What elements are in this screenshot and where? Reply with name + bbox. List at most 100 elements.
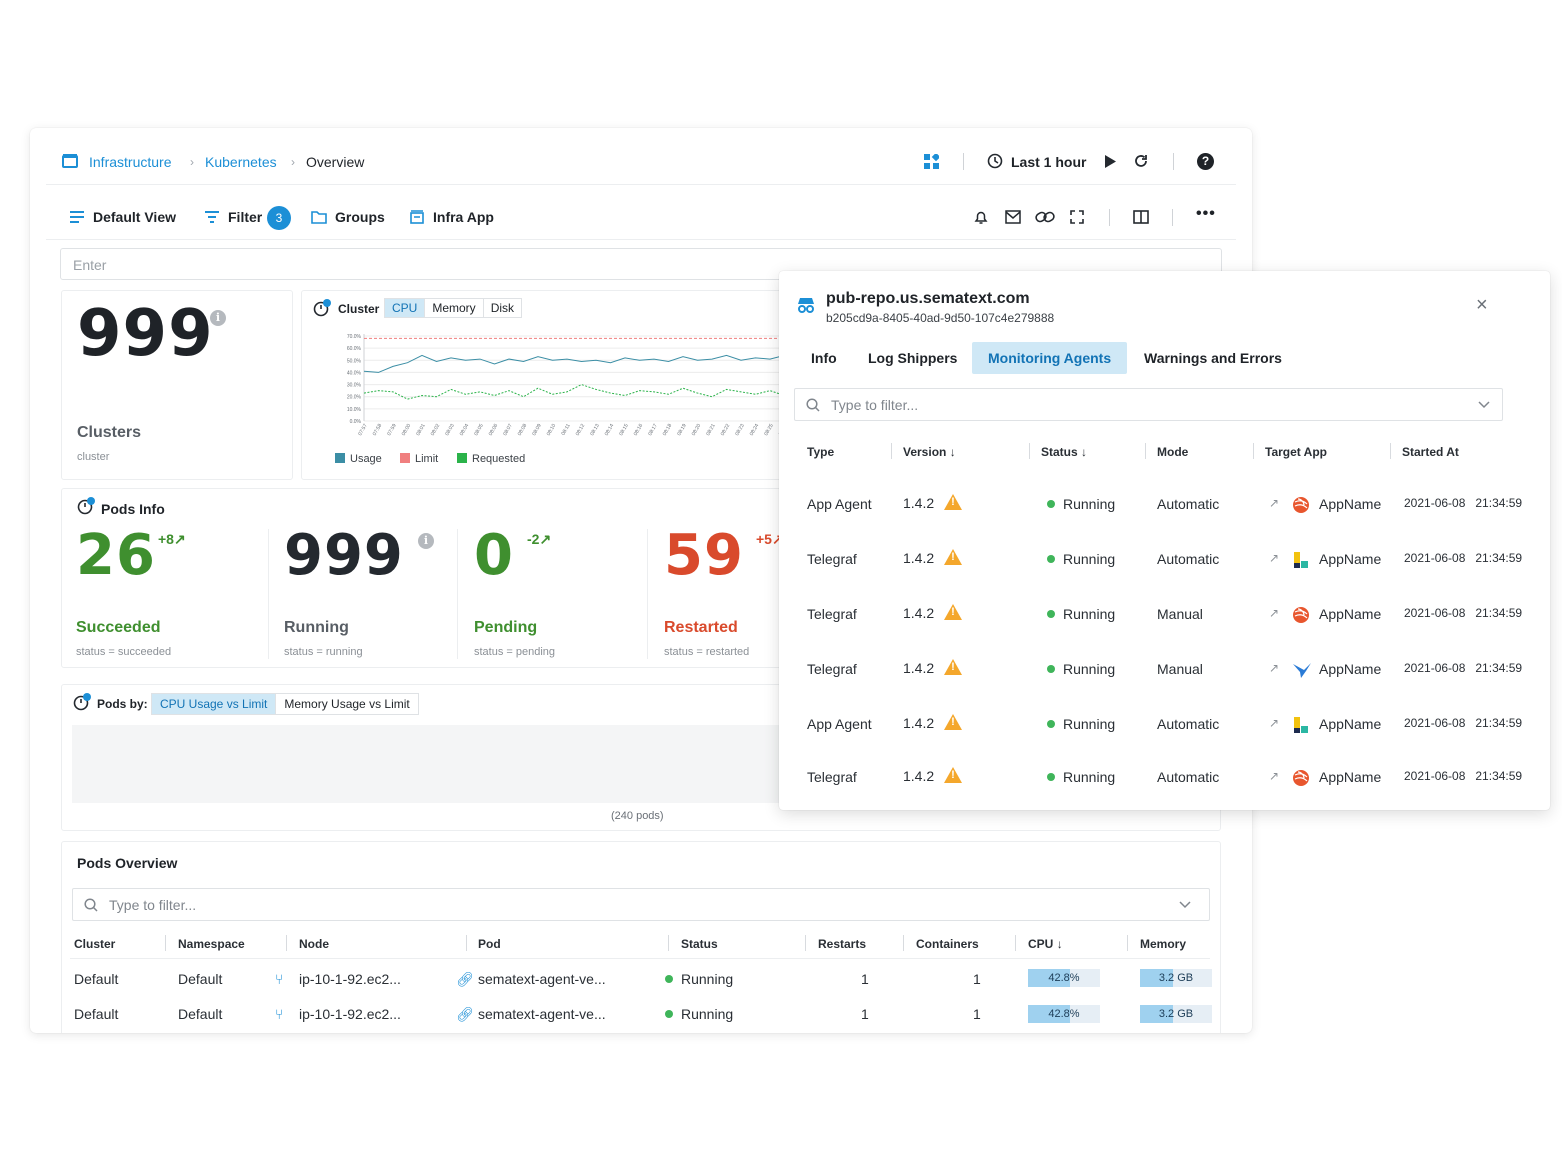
col-namespace[interactable]: Namespace — [178, 937, 245, 951]
x-tick-label: 08:15 — [618, 423, 630, 437]
default-view-button[interactable]: Default View — [93, 209, 176, 225]
tab-cpu-usage[interactable]: CPU Usage vs Limit — [152, 694, 276, 714]
col-node[interactable]: Node — [299, 937, 329, 951]
cell-target-app[interactable]: AppName — [1319, 551, 1382, 567]
cell-node[interactable]: ip-10-1-92.ec2... — [299, 971, 401, 987]
tab-info[interactable]: Info — [811, 350, 837, 366]
pod-link-icon: 🔗︎ — [456, 971, 474, 987]
x-tick-label: 08:08 — [517, 423, 529, 437]
tab-memory-usage[interactable]: Memory Usage vs Limit — [275, 694, 417, 714]
cell-pod[interactable]: sematext-agent-ve... — [478, 971, 606, 987]
cell-namespace: Default — [178, 1006, 223, 1022]
infra-app-button[interactable]: Infra App — [433, 209, 494, 225]
search-input[interactable]: Enter — [60, 248, 1222, 280]
cell-target-app[interactable]: AppName — [1319, 716, 1382, 732]
cell-target-app[interactable]: AppName — [1319, 606, 1382, 622]
pending-count: 0 — [474, 523, 514, 588]
col-containers[interactable]: Containers — [916, 937, 979, 951]
cell-target-app[interactable]: AppName — [1319, 661, 1382, 677]
external-link-icon[interactable]: ↗ — [1269, 496, 1280, 510]
status-dot — [665, 975, 673, 983]
cell-cluster: Default — [74, 1006, 119, 1022]
cell-type: Telegraf — [807, 606, 857, 622]
cell-target-app[interactable]: AppName — [1319, 769, 1382, 785]
cell-pod[interactable]: sematext-agent-ve... — [478, 1006, 606, 1022]
clusters-label: Clusters — [77, 424, 142, 441]
restarted-delta-value: +5 — [756, 531, 772, 547]
tab-disk[interactable]: Disk — [482, 299, 521, 317]
bell-plus-icon[interactable] — [973, 209, 989, 225]
external-link-icon[interactable]: ↗ — [1269, 661, 1280, 675]
split-view-icon[interactable] — [1133, 210, 1149, 224]
col-memory[interactable]: Memory — [1140, 937, 1187, 951]
mail-icon[interactable] — [1005, 210, 1021, 224]
breadcrumb-kubernetes[interactable]: Kubernetes — [205, 154, 277, 170]
sort-down-icon: ↓ — [949, 445, 956, 459]
col-pod[interactable]: Pod — [478, 937, 501, 951]
chevron-down-icon[interactable] — [1478, 401, 1490, 409]
tab-cpu[interactable]: CPU — [385, 299, 425, 317]
divider — [466, 935, 467, 951]
help-icon[interactable]: ? — [1197, 153, 1214, 170]
y-tick-label: 40.0% — [347, 370, 362, 376]
tab-warnings-errors[interactable]: Warnings and Errors — [1144, 350, 1282, 366]
succeeded-count: 26 — [76, 523, 156, 588]
cell-type: Telegraf — [807, 661, 857, 677]
cell-started-at: 2021-06-08 21:34:59 — [1404, 496, 1523, 510]
refresh-icon[interactable] — [1133, 153, 1149, 169]
chevron-down-icon[interactable] — [1179, 901, 1191, 909]
breadcrumb-overview: Overview — [306, 154, 365, 170]
filter-button[interactable]: Filter — [228, 209, 263, 225]
warning-icon[interactable] — [944, 549, 963, 565]
cell-status: Running — [1047, 606, 1115, 622]
close-icon[interactable]: × — [1476, 294, 1488, 316]
more-icon[interactable]: ••• — [1196, 205, 1216, 222]
clock-info-icon — [313, 299, 331, 317]
warning-icon[interactable] — [944, 714, 963, 730]
running-count: 999 — [284, 523, 404, 588]
col-status[interactable]: Status — [681, 937, 718, 951]
tab-memory[interactable]: Memory — [424, 299, 482, 317]
breadcrumb-infrastructure[interactable]: Infrastructure — [89, 154, 172, 170]
external-link-icon[interactable]: ↗ — [1269, 551, 1280, 565]
warning-icon[interactable] — [944, 494, 963, 510]
cell-started-at: 2021-06-08 21:34:59 — [1404, 606, 1523, 620]
cpu-bar: 42.8% — [1028, 969, 1100, 987]
col-cluster[interactable]: Cluster — [74, 937, 116, 951]
col-started-at[interactable]: Started At — [1402, 445, 1459, 459]
col-type[interactable]: Type — [807, 445, 835, 459]
col-target-app[interactable]: Target App — [1265, 445, 1327, 459]
time-range-button[interactable]: Last 1 hour — [1011, 154, 1087, 170]
cell-version: 1.4.2 — [903, 659, 963, 676]
warning-icon[interactable] — [944, 659, 963, 675]
tab-monitoring-agents[interactable]: Monitoring Agents — [972, 342, 1128, 374]
external-link-icon[interactable]: ↗ — [1269, 769, 1280, 783]
cell-target-app[interactable]: AppName — [1319, 496, 1382, 512]
cell-status: Running — [1047, 716, 1115, 732]
cell-type: App Agent — [807, 496, 872, 512]
info-icon[interactable]: i — [210, 310, 226, 326]
pods-filter-input[interactable]: Type to filter... — [72, 888, 1210, 921]
fullscreen-icon[interactable] — [1070, 210, 1084, 224]
play-icon[interactable] — [1104, 155, 1116, 168]
cell-node[interactable]: ip-10-1-92.ec2... — [299, 1006, 401, 1022]
tab-log-shippers[interactable]: Log Shippers — [868, 350, 958, 366]
col-restarts[interactable]: Restarts — [818, 937, 867, 951]
col-status[interactable]: Status ↓ — [1041, 445, 1087, 459]
divider — [1172, 209, 1173, 226]
agents-filter-input[interactable]: Type to filter... — [794, 388, 1503, 421]
external-link-icon[interactable]: ↗ — [1269, 716, 1280, 730]
groups-button[interactable]: Groups — [335, 209, 385, 225]
link-icon[interactable] — [1035, 209, 1055, 225]
external-link-icon[interactable]: ↗ — [1269, 606, 1280, 620]
clock-icon[interactable] — [987, 153, 1003, 169]
info-icon[interactable]: i — [418, 533, 434, 549]
col-mode[interactable]: Mode — [1157, 445, 1189, 459]
legend-requested: Requested — [457, 453, 525, 465]
warning-icon[interactable] — [944, 604, 963, 620]
warning-icon[interactable] — [944, 767, 963, 783]
cell-status-label: Running — [1063, 661, 1116, 677]
col-version[interactable]: Version ↓ — [903, 445, 956, 459]
apps-grid-icon[interactable] — [924, 154, 939, 169]
col-cpu[interactable]: CPU ↓ — [1028, 937, 1063, 951]
